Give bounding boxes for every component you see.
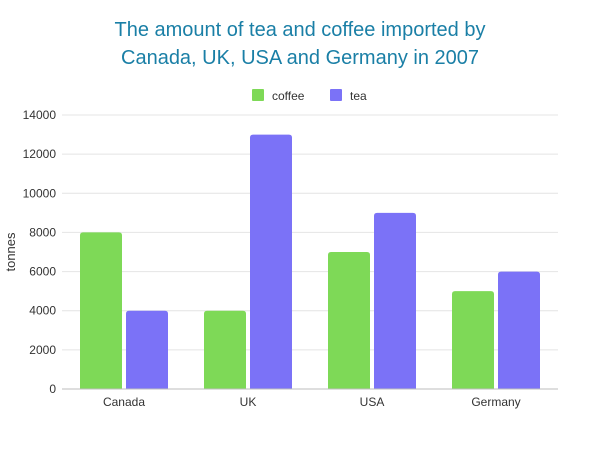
legend-swatch-tea xyxy=(330,89,342,101)
chart-title-line-1: The amount of tea and coffee imported by xyxy=(114,19,486,41)
y-axis-ticks: 0 2000 4000 6000 8000 10000 12000 14000 xyxy=(23,108,57,396)
legend-label-tea: tea xyxy=(350,89,367,103)
y-tick-label: 14000 xyxy=(23,108,57,122)
bar-tea-canada xyxy=(126,310,168,389)
x-tick-label: Germany xyxy=(471,395,520,409)
bar-coffee-germany xyxy=(452,291,494,389)
y-tick-label: 0 xyxy=(49,382,56,396)
x-tick-label: Canada xyxy=(103,395,145,409)
y-tick-label: 4000 xyxy=(29,304,56,318)
bar-tea-germany xyxy=(498,271,540,389)
bar-tea-usa xyxy=(374,212,416,389)
y-tick-label: 2000 xyxy=(29,343,56,357)
legend-label-coffee: coffee xyxy=(272,89,305,103)
y-tick-label: 10000 xyxy=(23,186,57,200)
y-tick-label: 8000 xyxy=(29,225,56,239)
bar-tea-uk xyxy=(250,134,292,389)
bar-coffee-uk xyxy=(204,310,246,389)
y-tick-label: 12000 xyxy=(23,147,57,161)
legend-swatch-coffee xyxy=(252,89,264,101)
x-tick-label: USA xyxy=(360,395,385,409)
x-axis-categories: Canada UK USA Germany xyxy=(103,395,521,409)
bar-coffee-canada xyxy=(80,232,122,389)
y-axis-label: tonnes xyxy=(3,232,18,272)
chart-title: The amount of tea and coffee imported by… xyxy=(0,16,600,72)
bar-coffee-usa xyxy=(328,252,370,389)
legend: coffee tea xyxy=(252,89,367,103)
bars xyxy=(80,134,540,389)
chart-title-line-2: Canada, UK, USA and Germany in 2007 xyxy=(121,47,479,69)
y-tick-label: 6000 xyxy=(29,265,56,279)
x-tick-label: UK xyxy=(240,395,257,409)
